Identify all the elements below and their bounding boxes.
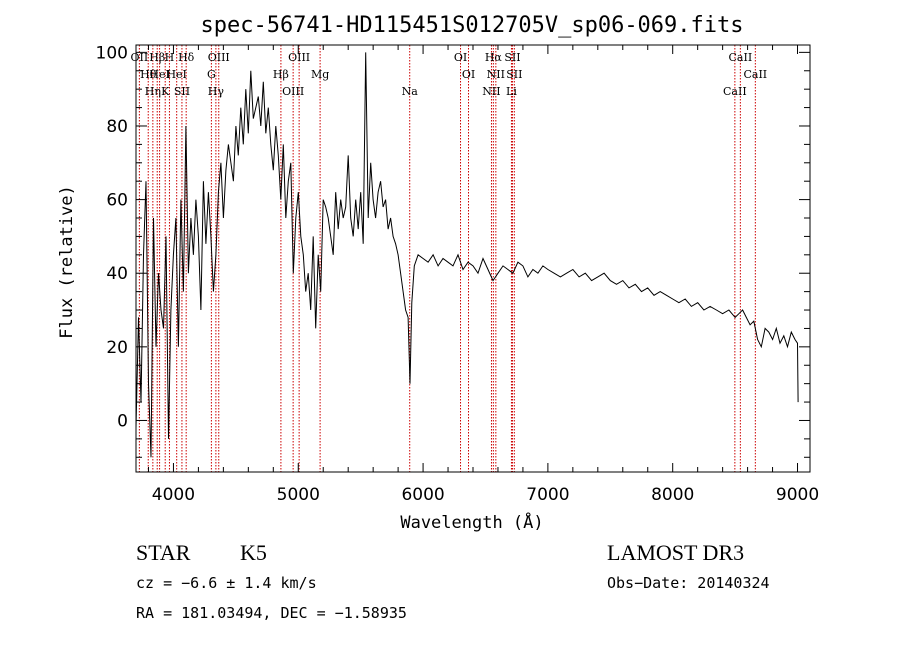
- object-subclass: K5: [240, 540, 267, 565]
- x-axis-label: Wavelength (Å): [400, 511, 543, 533]
- survey-name: LAMOST DR3: [607, 540, 744, 565]
- emission-line-label: G: [207, 68, 216, 81]
- sky-coordinates: RA = 181.03494, DEC = −1.58935: [136, 604, 407, 622]
- emission-line-labels: OIIHθHηHβHeIKHHeISIIHδGHγOIIIHβOIIIOIIIM…: [131, 51, 768, 98]
- emission-line-label: HeI: [166, 68, 186, 81]
- emission-line-label: Hη: [145, 85, 161, 98]
- emission-line-markers: [138, 45, 756, 472]
- emission-line-label: NII: [482, 85, 500, 98]
- x-tick-label: 9000: [776, 485, 819, 505]
- y-tick-label: 80: [106, 117, 128, 137]
- spectrum-line: [135, 52, 799, 458]
- emission-line-label: OIII: [208, 51, 230, 64]
- emission-line-label: SII: [504, 51, 520, 64]
- y-axis-label: Flux (relative): [57, 185, 77, 339]
- y-tick-label: 100: [96, 43, 128, 63]
- emission-line-label: SII: [174, 85, 190, 98]
- x-tick-label: 6000: [401, 485, 444, 505]
- x-tick-label: 4000: [152, 485, 195, 505]
- x-tick-label: 5000: [277, 485, 320, 505]
- y-tick-label: 20: [106, 338, 128, 358]
- emission-line-label: CaII: [729, 51, 753, 64]
- emission-line-label: SII: [506, 68, 522, 81]
- redshift-value: cz = −6.6 ± 1.4 km/s: [136, 574, 317, 592]
- emission-line-label: OI: [454, 51, 467, 64]
- y-tick-label: 60: [106, 191, 128, 211]
- emission-line-label: Hθ: [140, 68, 157, 81]
- x-tick-label: 7000: [526, 485, 569, 505]
- observation-date: Obs−Date: 20140324: [607, 574, 770, 592]
- emission-line-label: Li: [506, 85, 517, 98]
- emission-line-label: K: [161, 85, 170, 98]
- emission-line-label: OII: [131, 51, 149, 64]
- object-class: STAR: [136, 540, 191, 565]
- emission-line-label: H: [165, 51, 175, 64]
- emission-line-label: Hβ: [149, 51, 165, 64]
- emission-line-label: Mg: [311, 68, 329, 81]
- emission-line-label: Hα: [485, 51, 503, 64]
- emission-line-label: OIII: [282, 85, 304, 98]
- y-tick-label: 40: [106, 264, 128, 284]
- emission-line-label: HeI: [149, 68, 169, 81]
- emission-line-label: CaII: [723, 85, 747, 98]
- plot-frame: [135, 44, 811, 473]
- emission-line-label: Hβ: [273, 68, 289, 81]
- x-tick-label: 8000: [651, 485, 694, 505]
- emission-line-label: Hδ: [178, 51, 195, 64]
- axis-ticks: 4000 5000 6000 7000 8000 9000 0 20 40 60 80 100: [96, 43, 820, 505]
- emission-line-label: OI: [462, 68, 475, 81]
- chart-title: spec-56741-HD115451S012705V_sp06-069.fit…: [200, 13, 743, 38]
- emission-line-label: Na: [402, 85, 419, 98]
- emission-line-label: CaII: [743, 68, 767, 81]
- y-tick-label: 0: [117, 411, 128, 431]
- emission-line-label: NII: [487, 68, 505, 81]
- emission-line-label: Hγ: [208, 85, 225, 98]
- emission-line-label: OIII: [288, 51, 310, 64]
